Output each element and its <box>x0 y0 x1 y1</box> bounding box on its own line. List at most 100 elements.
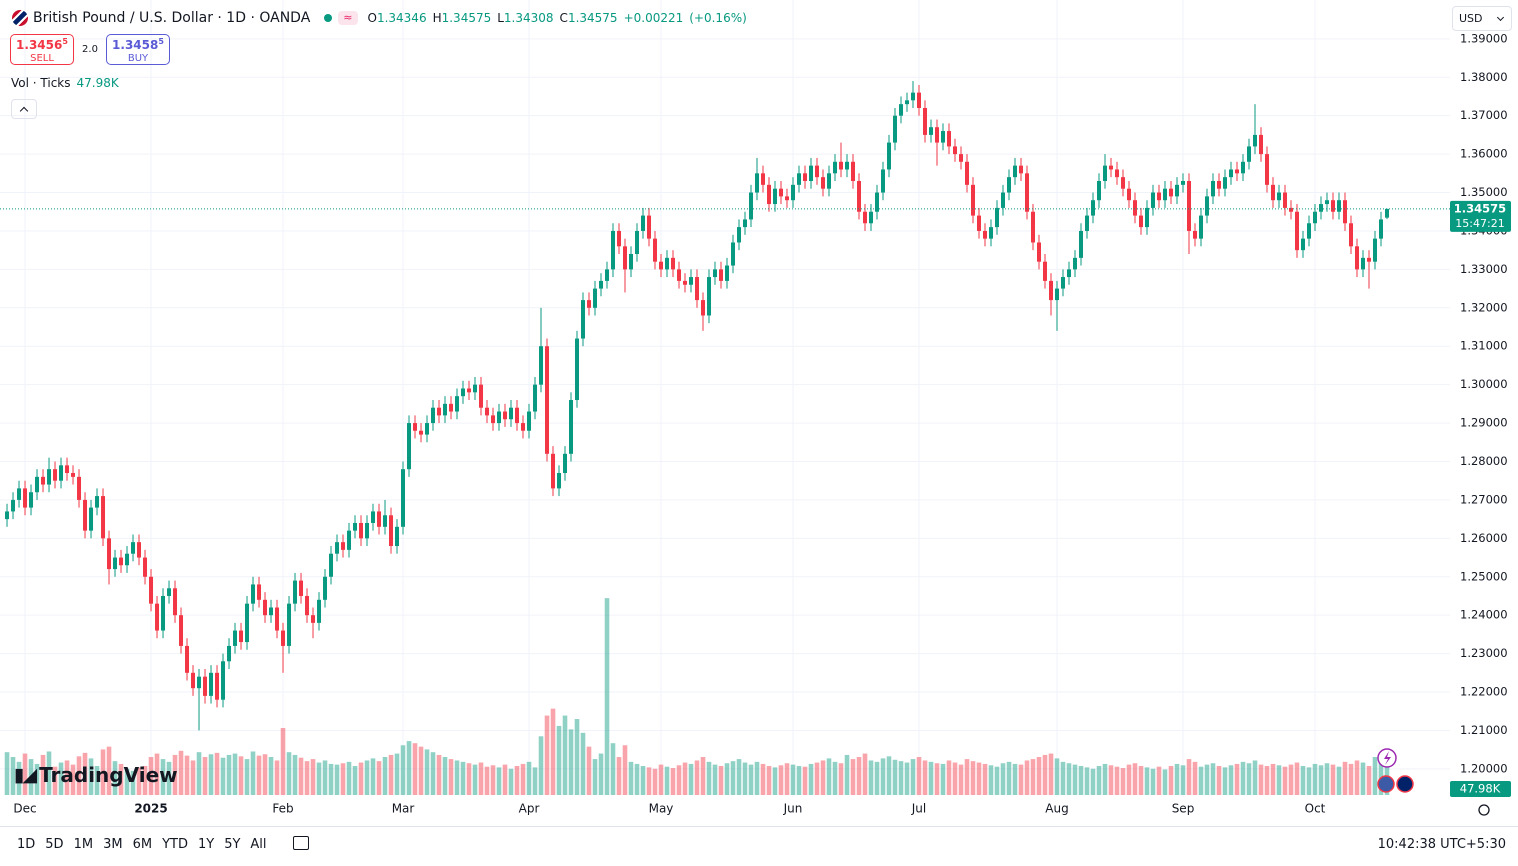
period-button[interactable]: 6M <box>132 837 153 852</box>
date-range-button[interactable] <box>293 836 309 850</box>
candle-body <box>1079 230 1084 258</box>
volume-bar <box>364 760 370 795</box>
period-button[interactable]: 1M <box>73 837 94 852</box>
period-button[interactable]: YTD <box>162 837 188 852</box>
candle-body <box>419 430 424 435</box>
candle-body <box>11 499 16 512</box>
volume-title[interactable]: Vol · Ticks <box>11 76 71 90</box>
candle-body <box>785 196 790 201</box>
symbol-title[interactable]: British Pound / U.S. Dollar · 1D · OANDA <box>33 10 311 26</box>
period-button[interactable]: 3M <box>103 837 123 852</box>
candle-body <box>689 277 694 285</box>
candle-body <box>1019 165 1024 174</box>
volume-bar <box>784 763 790 795</box>
volume-bar <box>316 762 322 795</box>
candle-body <box>665 257 670 270</box>
volume-bar <box>172 754 178 795</box>
candle-body <box>1175 184 1180 197</box>
volume-bar <box>1354 760 1360 795</box>
period-buttons: 1D 5D 1M 3M 6M YTD 1Y 5Y All <box>12 835 272 854</box>
volume-bar <box>706 761 712 795</box>
volume-bar <box>28 759 34 795</box>
volume-bar <box>1078 765 1084 795</box>
volume-bar <box>652 768 658 795</box>
volume-bar <box>514 765 520 795</box>
candle-body <box>1385 208 1390 218</box>
collapse-button[interactable] <box>11 99 37 119</box>
candle-body <box>269 607 274 616</box>
candle-body <box>119 557 124 566</box>
candle-body <box>491 415 496 424</box>
label: L <box>497 11 504 25</box>
candle-body <box>431 407 436 424</box>
sell-button[interactable]: 1.34565 SELL <box>10 34 74 65</box>
candle-body <box>1001 192 1006 208</box>
candle-body <box>137 542 142 558</box>
buy-button[interactable]: 1.34585 BUY <box>106 34 170 65</box>
x-tick-label: May <box>649 802 674 816</box>
candle-body <box>755 173 760 193</box>
candle-body <box>407 423 412 470</box>
value: 1.34346 <box>376 11 427 25</box>
candle-body <box>611 230 616 270</box>
candle-body <box>779 188 784 197</box>
period-button[interactable]: 1D <box>17 837 36 852</box>
candle-body <box>1139 215 1144 228</box>
candle-body <box>77 476 82 500</box>
candle-body <box>677 269 682 281</box>
volume-bar <box>1342 761 1348 795</box>
volume-tag-value: 47.98K <box>1460 782 1501 796</box>
candle-body <box>1217 181 1222 189</box>
candle-body <box>149 576 154 604</box>
candle-body <box>41 476 46 485</box>
volume-bar <box>940 763 946 795</box>
volume-bar <box>370 758 376 795</box>
period-button[interactable]: 1Y <box>197 837 215 852</box>
candle-body <box>335 542 340 554</box>
candle-body <box>563 453 568 474</box>
period-button[interactable]: 5D <box>45 837 64 852</box>
volume-bar <box>412 743 418 795</box>
candle-body <box>1355 246 1360 270</box>
volume-bar <box>604 598 610 795</box>
volume-bar <box>586 746 592 795</box>
volume-bar <box>256 755 262 795</box>
candle-body <box>179 615 184 646</box>
candle-body <box>1091 200 1096 216</box>
candle-body <box>971 184 976 216</box>
period-button[interactable]: All <box>250 837 267 852</box>
candle-body <box>185 645 190 673</box>
x-tick-label: Jul <box>911 802 926 816</box>
candle-body <box>515 407 520 424</box>
volume-bar <box>778 765 784 795</box>
candle-body <box>989 227 994 239</box>
volume-bar <box>1240 761 1246 795</box>
volume-bar <box>964 759 970 795</box>
volume-bar <box>46 751 52 795</box>
currency-select[interactable]: USD <box>1452 6 1512 31</box>
volume-bar <box>1156 766 1162 795</box>
volume-bar <box>1174 763 1180 795</box>
volume-bar <box>592 759 598 795</box>
candle-body <box>995 207 1000 228</box>
clock[interactable]: 10:42:38 UTC+5:30 <box>1377 837 1506 852</box>
candle-body <box>305 595 310 616</box>
candle-body <box>725 265 730 281</box>
volume-bar <box>502 764 508 795</box>
volume-bar <box>868 760 874 795</box>
volume-value: 47.98K <box>76 76 119 90</box>
volume-bar <box>1054 758 1060 795</box>
candle-body <box>443 403 448 416</box>
volume-bar <box>1126 764 1132 795</box>
volume-bar <box>928 761 934 795</box>
volume-bar <box>922 760 928 795</box>
candle-body <box>161 595 166 631</box>
volume-bar <box>958 764 964 795</box>
candle-body <box>875 192 880 212</box>
period-button[interactable]: 5Y <box>224 837 241 852</box>
volume-bar <box>106 746 112 795</box>
volume-bar <box>166 761 172 795</box>
candle-body <box>215 672 220 700</box>
y-tick-label: 1.39000 <box>1460 31 1508 45</box>
